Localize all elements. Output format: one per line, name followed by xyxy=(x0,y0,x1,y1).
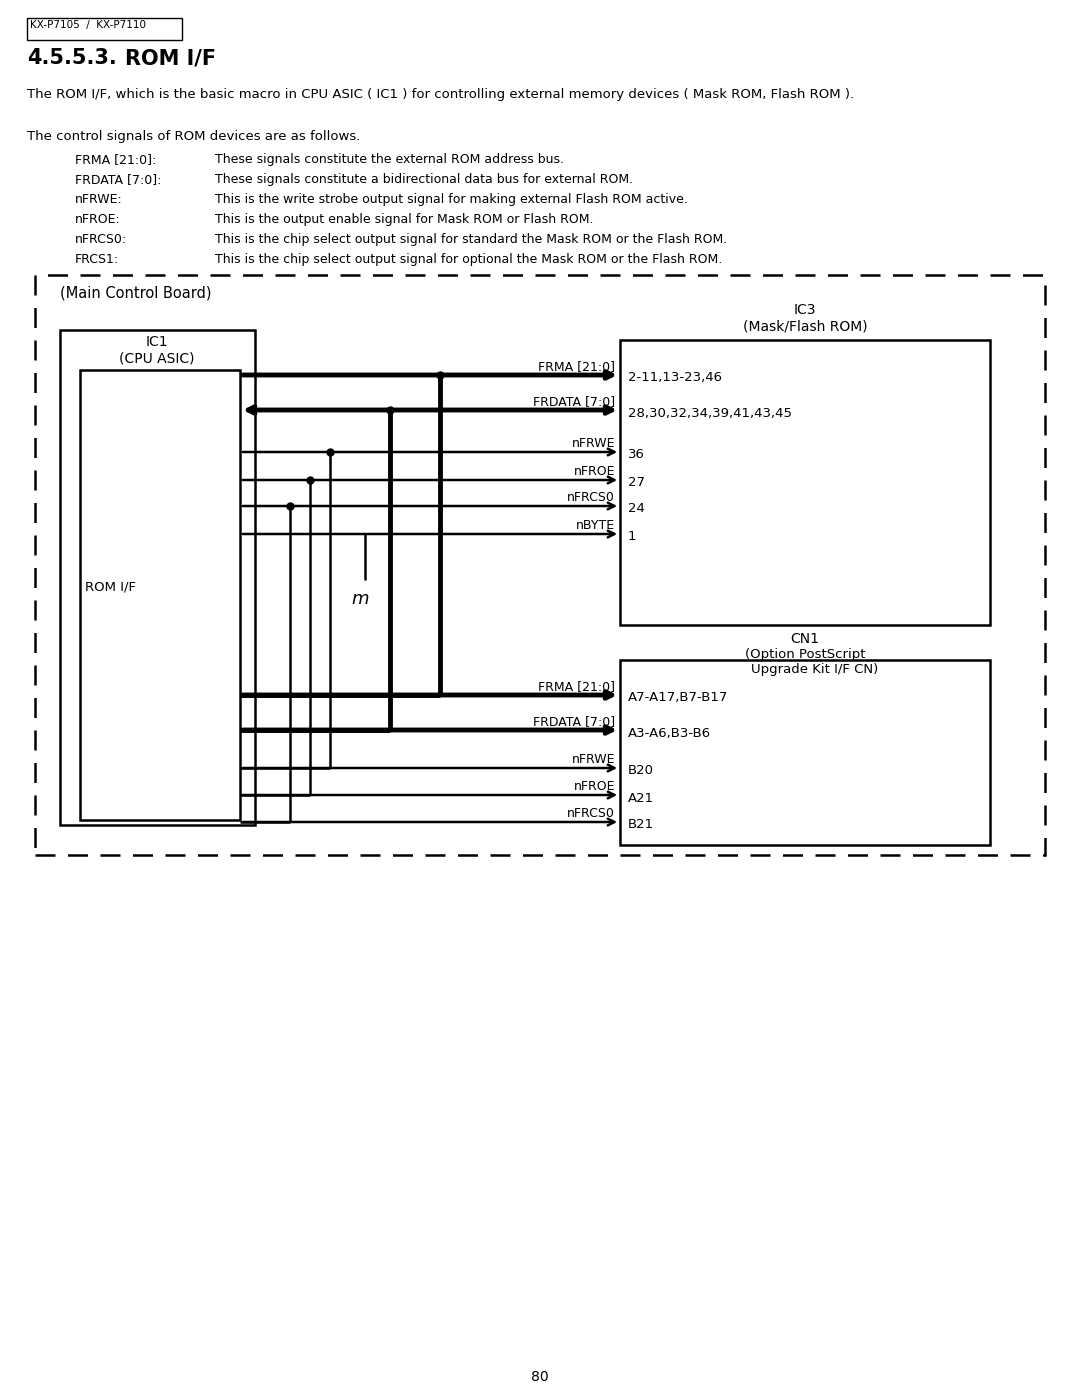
Text: A3-A6,B3-B6: A3-A6,B3-B6 xyxy=(627,726,711,739)
Text: nBYTE: nBYTE xyxy=(576,520,615,532)
Text: This is the chip select output signal for standard the Mask ROM or the Flash ROM: This is the chip select output signal fo… xyxy=(215,233,727,246)
Text: FRCS1:: FRCS1: xyxy=(75,253,119,265)
Text: (Option PostScript: (Option PostScript xyxy=(745,648,865,661)
Text: B20: B20 xyxy=(627,764,654,778)
Text: 2-11,13-23,46: 2-11,13-23,46 xyxy=(627,372,723,384)
Text: 27: 27 xyxy=(627,476,645,489)
Bar xyxy=(60,330,255,826)
Text: B21: B21 xyxy=(627,819,654,831)
Bar xyxy=(620,659,990,845)
Text: CN1: CN1 xyxy=(791,631,820,645)
Text: 4.5.5.3.: 4.5.5.3. xyxy=(27,47,117,68)
Text: This is the chip select output signal for optional the Mask ROM or the Flash ROM: This is the chip select output signal fo… xyxy=(215,253,723,265)
Text: IC1: IC1 xyxy=(146,335,168,349)
Text: FRMA [21:0]: FRMA [21:0] xyxy=(538,360,615,373)
Text: FRMA [21:0]: FRMA [21:0] xyxy=(538,680,615,693)
Text: nFRCS0: nFRCS0 xyxy=(567,807,615,820)
Text: A7-A17,B7-B17: A7-A17,B7-B17 xyxy=(627,692,728,704)
Text: nFRWE:: nFRWE: xyxy=(75,193,123,205)
Text: nFRCS0: nFRCS0 xyxy=(567,490,615,504)
Text: This is the output enable signal for Mask ROM or Flash ROM.: This is the output enable signal for Mas… xyxy=(215,212,594,226)
Text: The control signals of ROM devices are as follows.: The control signals of ROM devices are a… xyxy=(27,130,361,142)
Text: 36: 36 xyxy=(627,448,645,461)
Text: 24: 24 xyxy=(627,503,645,515)
Text: This is the write strobe output signal for making external Flash ROM active.: This is the write strobe output signal f… xyxy=(215,193,688,205)
Text: (Mask/Flash ROM): (Mask/Flash ROM) xyxy=(743,319,867,332)
Text: nFRWE: nFRWE xyxy=(571,753,615,766)
Text: FRDATA [7:0]:: FRDATA [7:0]: xyxy=(75,173,161,186)
Text: Upgrade Kit I/F CN): Upgrade Kit I/F CN) xyxy=(752,664,879,676)
Text: nFRCS0:: nFRCS0: xyxy=(75,233,127,246)
Text: (Main Control Board): (Main Control Board) xyxy=(60,285,212,300)
Text: FRMA [21:0]:: FRMA [21:0]: xyxy=(75,154,157,166)
Text: FRDATA [7:0]: FRDATA [7:0] xyxy=(532,715,615,728)
Text: 80: 80 xyxy=(531,1370,549,1384)
Text: KX-P7105  /  KX-P7110: KX-P7105 / KX-P7110 xyxy=(30,20,146,29)
Text: These signals constitute a bidirectional data bus for external ROM.: These signals constitute a bidirectional… xyxy=(215,173,633,186)
Bar xyxy=(35,275,1045,855)
Text: nFROE: nFROE xyxy=(573,780,615,793)
Text: ROM I/F: ROM I/F xyxy=(85,581,136,594)
Text: $\mathit{m}$: $\mathit{m}$ xyxy=(351,590,369,608)
Bar xyxy=(27,18,183,41)
Text: nFROE: nFROE xyxy=(573,465,615,478)
Bar xyxy=(620,339,990,624)
Text: nFRWE: nFRWE xyxy=(571,437,615,450)
Text: 28,30,32,34,39,41,43,45: 28,30,32,34,39,41,43,45 xyxy=(627,407,792,419)
Text: The ROM I/F, which is the basic macro in CPU ASIC ( IC1 ) for controlling extern: The ROM I/F, which is the basic macro in… xyxy=(27,88,854,101)
Text: These signals constitute the external ROM address bus.: These signals constitute the external RO… xyxy=(215,154,564,166)
Text: nFROE:: nFROE: xyxy=(75,212,121,226)
Bar xyxy=(80,370,240,820)
Text: ROM I/F: ROM I/F xyxy=(125,47,216,68)
Text: (CPU ASIC): (CPU ASIC) xyxy=(119,352,194,366)
Text: A21: A21 xyxy=(627,792,654,805)
Text: 1: 1 xyxy=(627,531,636,543)
Text: IC3: IC3 xyxy=(794,303,816,317)
Text: FRDATA [7:0]: FRDATA [7:0] xyxy=(532,395,615,408)
